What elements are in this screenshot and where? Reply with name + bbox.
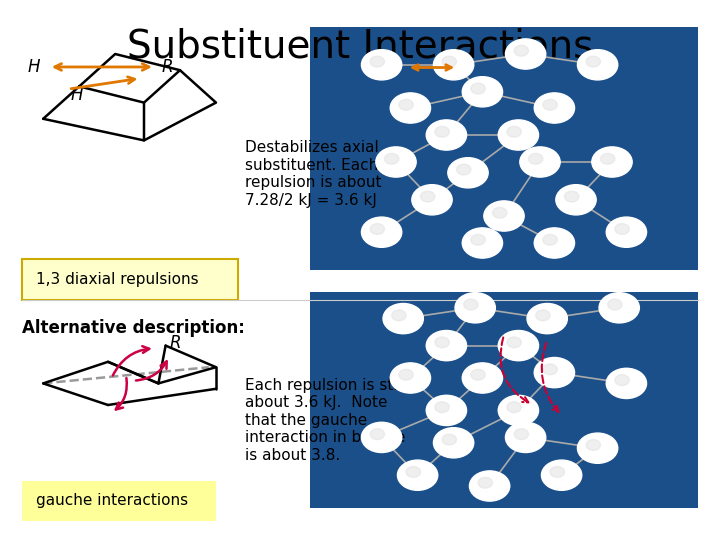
- Circle shape: [426, 330, 467, 361]
- Circle shape: [456, 164, 471, 175]
- Circle shape: [528, 153, 543, 164]
- Circle shape: [399, 369, 413, 380]
- Circle shape: [498, 395, 539, 426]
- Circle shape: [498, 120, 539, 150]
- Circle shape: [397, 460, 438, 490]
- Circle shape: [462, 363, 503, 393]
- Circle shape: [507, 126, 521, 137]
- Circle shape: [615, 375, 629, 386]
- Circle shape: [390, 93, 431, 123]
- Circle shape: [435, 126, 449, 137]
- Circle shape: [541, 460, 582, 490]
- Circle shape: [370, 224, 384, 234]
- Circle shape: [615, 224, 629, 234]
- Circle shape: [420, 191, 435, 202]
- Text: R: R: [162, 58, 174, 77]
- Circle shape: [505, 39, 546, 69]
- Circle shape: [412, 185, 452, 215]
- Circle shape: [433, 428, 474, 458]
- Circle shape: [469, 471, 510, 501]
- Text: Each repulsion is still
about 3.6 kJ.  Note
that the gauche
interaction in butan: Each repulsion is still about 3.6 kJ. No…: [245, 378, 406, 463]
- Circle shape: [514, 45, 528, 56]
- Circle shape: [433, 50, 474, 80]
- Circle shape: [586, 56, 600, 67]
- Text: R: R: [169, 334, 181, 352]
- Bar: [310, 27, 698, 270]
- Circle shape: [384, 153, 399, 164]
- Circle shape: [586, 440, 600, 450]
- Circle shape: [471, 83, 485, 94]
- Circle shape: [484, 201, 524, 231]
- Circle shape: [361, 217, 402, 247]
- Circle shape: [592, 147, 632, 177]
- Circle shape: [471, 369, 485, 380]
- Circle shape: [534, 228, 575, 258]
- Circle shape: [390, 363, 431, 393]
- Circle shape: [556, 185, 596, 215]
- Circle shape: [376, 147, 416, 177]
- Circle shape: [543, 234, 557, 245]
- Text: H: H: [27, 58, 40, 77]
- Circle shape: [361, 50, 402, 80]
- Circle shape: [426, 395, 467, 426]
- Circle shape: [599, 293, 639, 323]
- Circle shape: [564, 191, 579, 202]
- Circle shape: [577, 50, 618, 80]
- FancyBboxPatch shape: [22, 481, 216, 521]
- Circle shape: [536, 310, 550, 321]
- Circle shape: [392, 310, 406, 321]
- Circle shape: [406, 467, 420, 477]
- Circle shape: [543, 99, 557, 110]
- Circle shape: [426, 120, 467, 150]
- Circle shape: [507, 402, 521, 413]
- Bar: [310, 292, 698, 508]
- Text: Substituent Interactions: Substituent Interactions: [127, 27, 593, 65]
- Circle shape: [435, 402, 449, 413]
- Circle shape: [383, 303, 423, 334]
- Circle shape: [370, 429, 384, 440]
- Circle shape: [527, 303, 567, 334]
- Circle shape: [361, 422, 402, 453]
- Circle shape: [370, 56, 384, 67]
- Circle shape: [442, 56, 456, 67]
- Circle shape: [534, 357, 575, 388]
- Text: Alternative description:: Alternative description:: [22, 319, 245, 336]
- Circle shape: [505, 422, 546, 453]
- Circle shape: [462, 77, 503, 107]
- Circle shape: [462, 228, 503, 258]
- Circle shape: [471, 234, 485, 245]
- Circle shape: [520, 147, 560, 177]
- Circle shape: [543, 364, 557, 375]
- Circle shape: [534, 93, 575, 123]
- Circle shape: [399, 99, 413, 110]
- Text: 1,3 diaxial repulsions: 1,3 diaxial repulsions: [36, 272, 199, 287]
- Circle shape: [550, 467, 564, 477]
- Circle shape: [478, 477, 492, 488]
- Circle shape: [577, 433, 618, 463]
- Circle shape: [442, 434, 456, 445]
- Circle shape: [435, 337, 449, 348]
- Circle shape: [455, 293, 495, 323]
- Text: gauche interactions: gauche interactions: [36, 493, 188, 508]
- Circle shape: [606, 217, 647, 247]
- Text: Destabilizes axial
substituent. Each
repulsion is about
7.28/2 kJ = 3.6 kJ: Destabilizes axial substituent. Each rep…: [245, 140, 382, 207]
- Text: H: H: [71, 85, 83, 104]
- Circle shape: [608, 299, 622, 310]
- Circle shape: [606, 368, 647, 399]
- Circle shape: [507, 337, 521, 348]
- FancyBboxPatch shape: [22, 259, 238, 300]
- Circle shape: [464, 299, 478, 310]
- Circle shape: [514, 429, 528, 440]
- Circle shape: [448, 158, 488, 188]
- Circle shape: [492, 207, 507, 218]
- Circle shape: [600, 153, 615, 164]
- Circle shape: [498, 330, 539, 361]
